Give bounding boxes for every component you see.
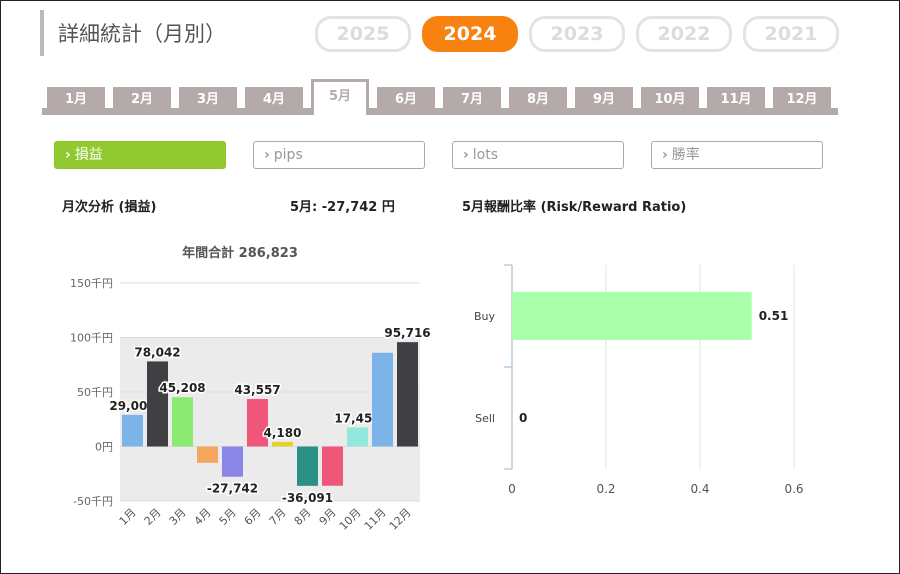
- data-label: 78,042: [134, 345, 180, 359]
- x-tick-label: 0.4: [690, 482, 709, 496]
- bar-1月: [122, 414, 143, 447]
- plot-band: [120, 337, 420, 501]
- y-tick-label: -50千円: [73, 495, 113, 508]
- monthly-pl-chart: 年間合計 286,823 150千円 100千円 50千円 0円 -50千円 1月 29,00…: [70, 245, 432, 533]
- chevron-right-icon: ›: [662, 147, 668, 163]
- y-tick-label: 150千円: [70, 277, 113, 290]
- monthly-analysis-heading: 月次分析 (損益): [62, 200, 157, 215]
- bar-2月: [147, 361, 168, 447]
- y-tick-label: 100千円: [70, 332, 113, 345]
- x-tick-label: 8月: [292, 506, 314, 528]
- data-label: 45,208: [159, 381, 205, 395]
- data-label: 17,456: [334, 411, 380, 425]
- bar-12月: [397, 342, 418, 447]
- bar-6月: [247, 399, 268, 447]
- data-label: 0.51: [759, 309, 789, 323]
- data-label: 43,557: [234, 383, 280, 397]
- x-tick-label: 1月: [117, 506, 139, 528]
- year-tab-2025[interactable]: 2025: [315, 16, 411, 52]
- month-tab-10[interactable]: 10月: [641, 87, 699, 113]
- filter-label: 勝率: [671, 147, 700, 163]
- x-tick-label: 6月: [242, 506, 264, 528]
- month-tab-1[interactable]: 1月: [47, 87, 105, 113]
- bar-4月: [197, 446, 218, 463]
- filter-label: lots: [472, 147, 499, 163]
- page-title: 詳細統計（月別）: [58, 22, 226, 46]
- x-tick-label: 2月: [142, 506, 164, 528]
- x-tick-label: 11月: [362, 506, 389, 533]
- x-tick-label: 5月: [217, 506, 239, 528]
- data-label: 95,716: [384, 326, 430, 340]
- y-tick-label: Buy: [474, 310, 496, 323]
- bar-3月: [172, 397, 193, 447]
- bar-8月: [297, 446, 318, 486]
- year-tab-2022[interactable]: 2022: [636, 16, 732, 52]
- chevron-right-icon: ›: [463, 147, 469, 163]
- x-tick-label: 10月: [337, 506, 364, 533]
- data-label: -36,091: [282, 491, 333, 505]
- chevron-right-icon: ›: [264, 147, 270, 163]
- x-tick-label: 0.6: [784, 482, 803, 496]
- filter-label: 損益: [74, 147, 103, 163]
- data-label: 4,180: [264, 426, 302, 440]
- month-tab-6[interactable]: 6月: [377, 87, 435, 113]
- risk-reward-chart: 0 0.2 0.4 0.6 Buy 0.51 Sell 0: [474, 264, 804, 496]
- title-accent: 詳細統計（月別）: [40, 10, 226, 56]
- month-tab-bar: [42, 108, 838, 115]
- x-tick-label: 9月: [317, 506, 339, 528]
- filter-4[interactable]: › 勝率: [651, 141, 823, 169]
- chart-title: 年間合計 286,823: [182, 245, 298, 261]
- month-tab-2[interactable]: 2月: [113, 87, 171, 113]
- month-tab-3[interactable]: 3月: [179, 87, 237, 113]
- year-tab-2021[interactable]: 2021: [743, 16, 839, 52]
- bar-5月: [222, 446, 243, 477]
- y-tick-label: Sell: [475, 412, 495, 425]
- filter-label: pips: [273, 147, 303, 163]
- x-tick-label: 0.2: [596, 482, 615, 496]
- data-label: -27,742: [207, 482, 258, 496]
- bar-7月: [272, 441, 293, 447]
- bar-Buy: [512, 292, 752, 340]
- year-tab-2024[interactable]: 2024: [422, 16, 518, 52]
- month-result: 5月: -27,742 円: [290, 200, 395, 215]
- bar-11月: [372, 352, 393, 447]
- year-tab-2023[interactable]: 2023: [529, 16, 625, 52]
- month-tab-5[interactable]: 5月: [311, 79, 369, 115]
- month-tab-8[interactable]: 8月: [509, 87, 567, 113]
- x-tick-label: 7月: [267, 506, 289, 528]
- x-tick-label: 0: [508, 482, 516, 496]
- data-label: 0: [519, 411, 527, 425]
- risk-reward-heading: 5月報酬比率 (Risk/Reward Ratio): [462, 200, 687, 215]
- bar-10月: [347, 427, 368, 447]
- y-tick-label: 0円: [95, 441, 113, 454]
- filter-2[interactable]: › pips: [253, 141, 425, 169]
- y-tick-label: 50千円: [77, 386, 113, 399]
- data-label: 29,008: [109, 399, 155, 413]
- month-tab-7[interactable]: 7月: [443, 87, 501, 113]
- filter-3[interactable]: › lots: [452, 141, 624, 169]
- month-tab-4[interactable]: 4月: [245, 87, 303, 113]
- x-tick-label: 4月: [192, 506, 214, 528]
- month-tab-9[interactable]: 9月: [575, 87, 633, 113]
- month-tab-11[interactable]: 11月: [707, 87, 765, 113]
- x-tick-label: 12月: [387, 506, 414, 533]
- bar-9月: [322, 446, 343, 486]
- filter-1[interactable]: › 損益: [54, 141, 226, 169]
- month-tab-12[interactable]: 12月: [773, 87, 831, 113]
- chevron-right-icon: ›: [65, 147, 71, 163]
- x-tick-label: 3月: [167, 506, 189, 528]
